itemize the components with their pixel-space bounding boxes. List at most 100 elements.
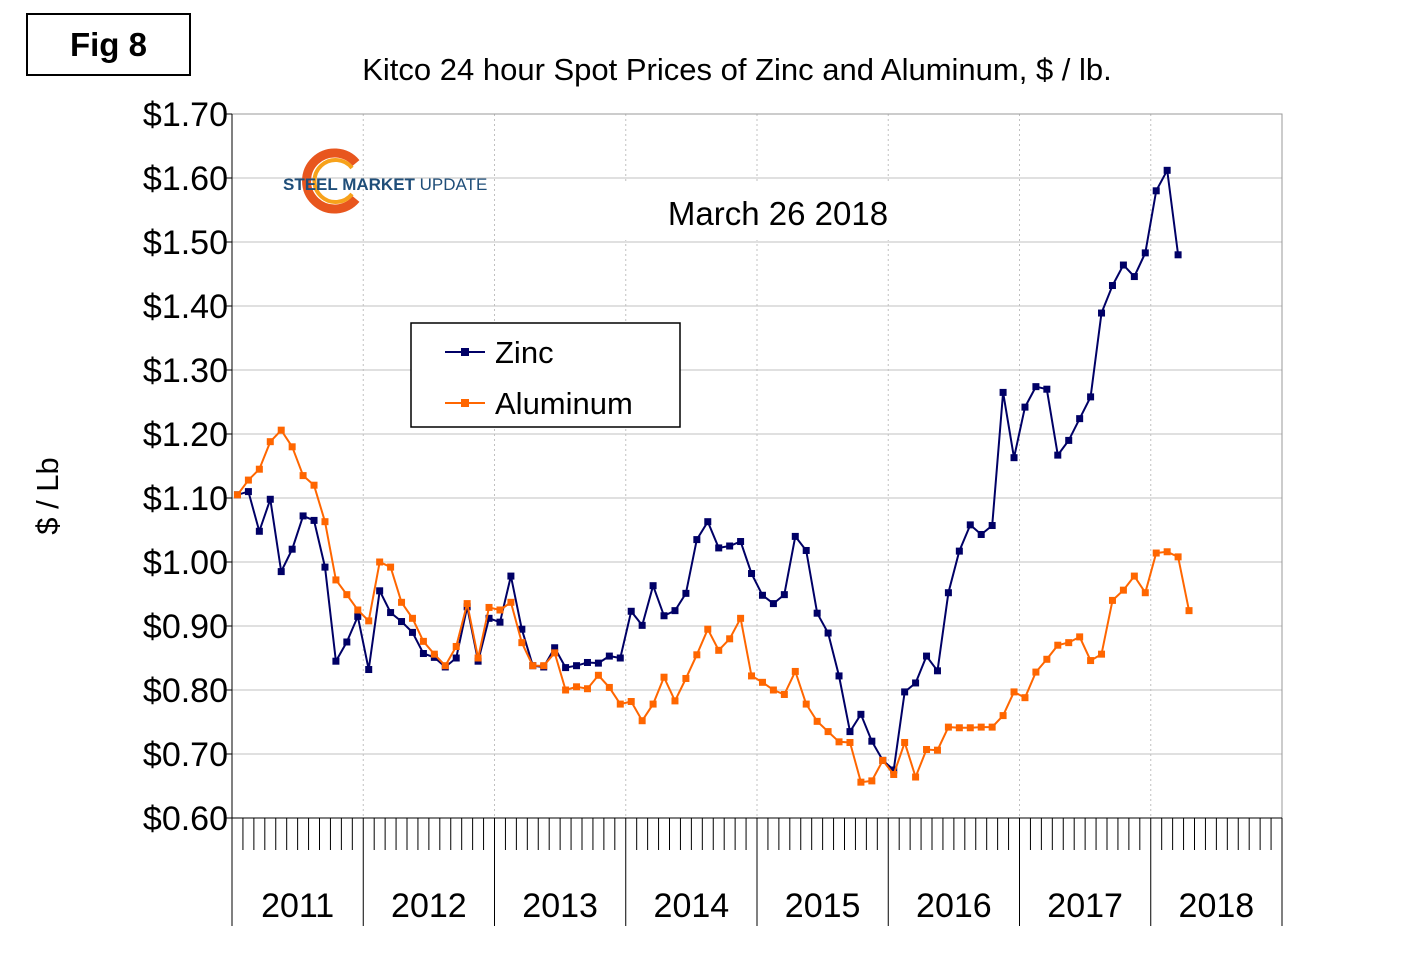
data-point-aluminum	[1174, 553, 1182, 561]
data-point-zinc	[649, 582, 657, 590]
data-point-aluminum	[999, 712, 1007, 720]
data-point-aluminum	[430, 650, 438, 658]
data-point-aluminum	[726, 635, 734, 643]
data-point-zinc	[977, 530, 985, 538]
data-point-aluminum	[1054, 641, 1062, 649]
data-point-zinc	[277, 568, 285, 576]
data-point-aluminum	[562, 686, 570, 694]
data-point-zinc	[802, 546, 810, 554]
data-point-aluminum	[266, 438, 274, 446]
data-point-zinc	[419, 650, 427, 658]
data-point-aluminum	[955, 724, 963, 732]
data-point-zinc	[321, 563, 329, 571]
data-point-aluminum	[1108, 596, 1116, 604]
data-point-aluminum	[966, 724, 974, 732]
data-point-aluminum	[441, 662, 449, 670]
data-point-aluminum	[1141, 589, 1149, 597]
data-point-aluminum	[660, 673, 668, 681]
data-point-aluminum	[332, 576, 340, 584]
data-point-aluminum	[573, 683, 581, 691]
data-point-zinc	[408, 628, 416, 636]
data-point-aluminum	[419, 637, 427, 645]
data-point-zinc	[310, 516, 318, 524]
data-point-zinc	[1098, 309, 1106, 317]
data-point-zinc	[1065, 436, 1073, 444]
data-point-zinc	[1174, 251, 1182, 259]
data-point-aluminum	[682, 674, 690, 682]
data-point-zinc	[999, 388, 1007, 396]
data-point-aluminum	[857, 778, 865, 786]
x-tick-label-year: 2012	[391, 887, 467, 925]
x-tick-label-year: 2016	[916, 887, 992, 925]
data-point-aluminum	[529, 662, 537, 670]
data-point-aluminum	[846, 738, 854, 746]
y-tick-label: $1.30	[143, 352, 228, 390]
data-point-zinc	[583, 658, 591, 666]
data-point-zinc	[562, 664, 570, 672]
data-point-zinc	[452, 654, 460, 662]
data-point-aluminum	[1032, 668, 1040, 676]
data-point-zinc	[693, 536, 701, 544]
y-tick-label: $0.60	[143, 800, 228, 838]
logo-text-bold: STEEL MARKET	[283, 175, 416, 194]
data-point-aluminum	[387, 563, 395, 571]
logo-text-regular: UPDATE	[415, 175, 487, 194]
x-tick-label-year: 2018	[1179, 887, 1255, 925]
data-point-zinc	[1152, 187, 1160, 195]
data-point-zinc	[660, 612, 668, 620]
data-point-aluminum	[638, 717, 646, 725]
data-point-aluminum	[507, 598, 515, 606]
data-point-aluminum	[977, 723, 985, 731]
data-point-zinc	[748, 570, 756, 578]
data-point-aluminum	[288, 443, 296, 451]
data-point-zinc	[923, 652, 931, 660]
data-point-zinc	[244, 488, 252, 496]
y-tick-label: $1.70	[143, 96, 228, 134]
annotation-background	[580, 182, 978, 240]
figure-label: Fig 8	[26, 13, 191, 76]
data-point-zinc	[955, 547, 963, 555]
data-point-aluminum	[879, 756, 887, 764]
data-point-aluminum	[923, 746, 931, 754]
data-point-aluminum	[737, 614, 745, 622]
data-point-aluminum	[594, 671, 602, 679]
data-point-aluminum	[627, 698, 635, 706]
y-tick-label: $0.90	[143, 608, 228, 646]
data-point-aluminum	[1076, 633, 1084, 641]
data-point-zinc	[605, 652, 613, 660]
data-point-zinc	[1021, 403, 1029, 411]
data-point-aluminum	[780, 690, 788, 698]
data-point-aluminum	[835, 738, 843, 746]
data-point-zinc	[507, 572, 515, 580]
legend-label-aluminum: Aluminum	[495, 386, 633, 421]
date-annotation: March 26 2018	[668, 195, 888, 232]
data-point-aluminum	[1130, 572, 1138, 580]
data-point-zinc	[1032, 383, 1040, 391]
data-point-aluminum	[791, 667, 799, 675]
data-point-aluminum	[496, 606, 504, 614]
data-point-aluminum	[824, 728, 832, 736]
data-point-zinc	[1130, 273, 1138, 281]
data-point-aluminum	[255, 465, 263, 473]
data-point-aluminum	[748, 672, 756, 680]
data-point-aluminum	[901, 738, 909, 746]
data-point-zinc	[791, 532, 799, 540]
data-point-zinc	[890, 766, 898, 774]
data-point-zinc	[1141, 249, 1149, 257]
data-point-zinc	[616, 654, 624, 662]
data-point-aluminum	[518, 639, 526, 647]
x-tick-label-year: 2011	[261, 887, 334, 925]
data-point-zinc	[912, 679, 920, 687]
data-point-aluminum	[616, 700, 624, 708]
data-point-aluminum	[277, 426, 285, 434]
data-point-zinc	[387, 609, 395, 617]
data-point-aluminum	[310, 481, 318, 489]
data-point-zinc	[868, 737, 876, 745]
data-point-aluminum	[233, 491, 241, 499]
data-point-zinc	[857, 710, 865, 718]
data-point-aluminum	[583, 685, 591, 693]
data-point-aluminum	[802, 700, 810, 708]
data-point-zinc	[638, 621, 646, 629]
data-point-zinc	[376, 587, 384, 595]
y-tick-label: $1.40	[143, 288, 228, 326]
